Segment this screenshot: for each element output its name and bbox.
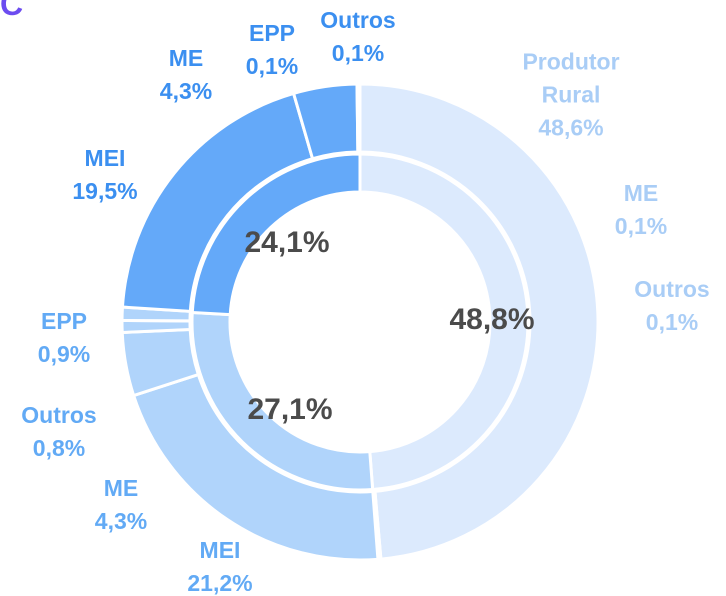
- segment-name: ME: [103, 475, 139, 501]
- segment-value: 0,8%: [32, 435, 86, 461]
- segment-name: MEI: [84, 145, 126, 171]
- inner-label: 24,1%: [244, 226, 330, 259]
- segment-label: Outros 0,1%: [607, 273, 726, 339]
- segment-label: Outros 0,1%: [293, 4, 423, 70]
- panel-label: C: [0, 0, 24, 22]
- segment-name: EPP: [248, 20, 296, 46]
- segment-label: EPP 0,1%: [207, 17, 337, 83]
- segment-name: EPP: [40, 308, 88, 334]
- segment-value: 48,6%: [538, 114, 604, 141]
- segment-value: 0,1%: [614, 213, 668, 239]
- segment-label: MEI 21,2%: [155, 534, 285, 596]
- inner-label: 27,1%: [247, 393, 333, 426]
- segment-label: EPP 0,9%: [0, 305, 129, 371]
- segment-label: MEI 19,5%: [40, 142, 170, 208]
- segment-value: 19,5%: [72, 178, 138, 204]
- segment-value: 0,1%: [645, 309, 699, 335]
- segment-name: ME: [623, 180, 659, 206]
- segment-label: Outros 0,8%: [0, 399, 124, 465]
- segment-label: Produtor Rural 48,6%: [506, 46, 636, 145]
- segment-name: Outros: [320, 7, 396, 33]
- segment-value: 21,2%: [187, 570, 253, 596]
- segment-name: Outros: [21, 402, 97, 428]
- outer-slice: [358, 82, 600, 561]
- segment-label: ME 0,1%: [576, 177, 706, 243]
- outer-slice: [356, 82, 362, 154]
- segment-name: MEI: [199, 537, 241, 563]
- segment-label: ME 4,3%: [56, 472, 186, 538]
- inner-label: 48,8%: [449, 303, 535, 336]
- segment-value: 0,1%: [245, 53, 299, 79]
- segment-name: ME: [168, 45, 204, 71]
- segment-label: ME 4,3%: [121, 42, 251, 108]
- segment-name: Outros: [634, 276, 710, 302]
- segment-name: Produtor Rural: [522, 48, 620, 108]
- segment-value: 0,1%: [331, 40, 385, 66]
- inner-slice: [358, 152, 530, 492]
- inner-slice: [190, 152, 362, 317]
- segment-value: 4,3%: [94, 508, 148, 534]
- segment-value: 0,9%: [37, 341, 91, 367]
- segment-value: 4,3%: [159, 78, 213, 104]
